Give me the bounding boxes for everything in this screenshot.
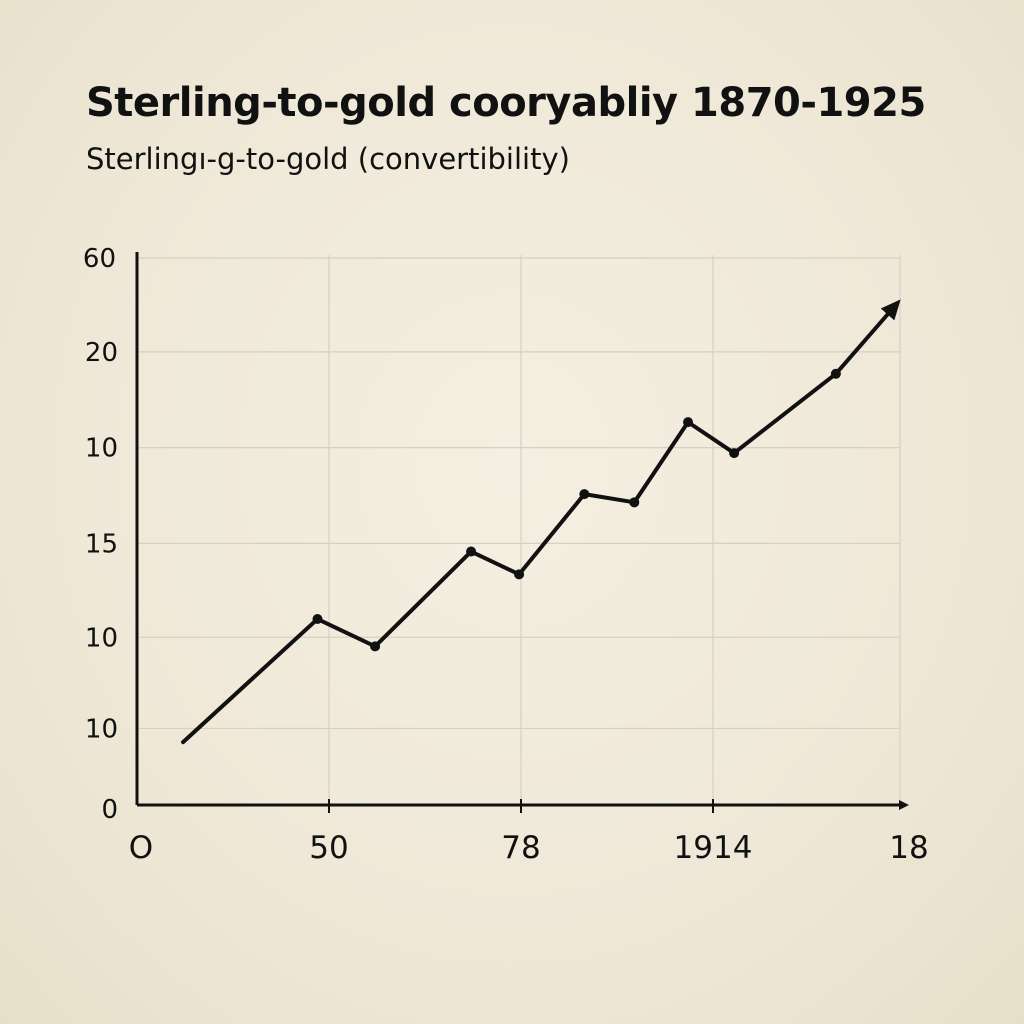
data-point [466, 546, 477, 557]
data-point [312, 614, 323, 625]
chart-subtitle: Sterlingı-g-to-gold (convertibility) [86, 142, 570, 176]
x-tick-label: 78 [501, 830, 540, 866]
chart-title: Sterling-to-gold cooryabliy 1870-1925 [86, 80, 926, 126]
y-tick-label: 0 [101, 795, 118, 825]
x-tick-label: 18 [889, 830, 928, 866]
data-point [683, 417, 694, 428]
y-tick-label: 10 [85, 714, 118, 744]
y-tick-label: 60 [83, 244, 116, 274]
data-point [830, 368, 841, 379]
data-point [579, 489, 590, 500]
data-point [629, 497, 640, 508]
y-tick-label: 20 [85, 338, 118, 368]
data-point [729, 448, 740, 459]
x-tick-label: O [129, 830, 153, 866]
x-tick-label: 1914 [674, 830, 753, 866]
data-point [514, 569, 525, 580]
y-tick-label: 15 [85, 529, 118, 559]
y-tick-label: 10 [85, 434, 118, 464]
y-tick-label: 10 [85, 623, 118, 653]
series-line [181, 299, 901, 745]
data-point [370, 641, 381, 652]
x-tick-label: 50 [309, 830, 348, 866]
